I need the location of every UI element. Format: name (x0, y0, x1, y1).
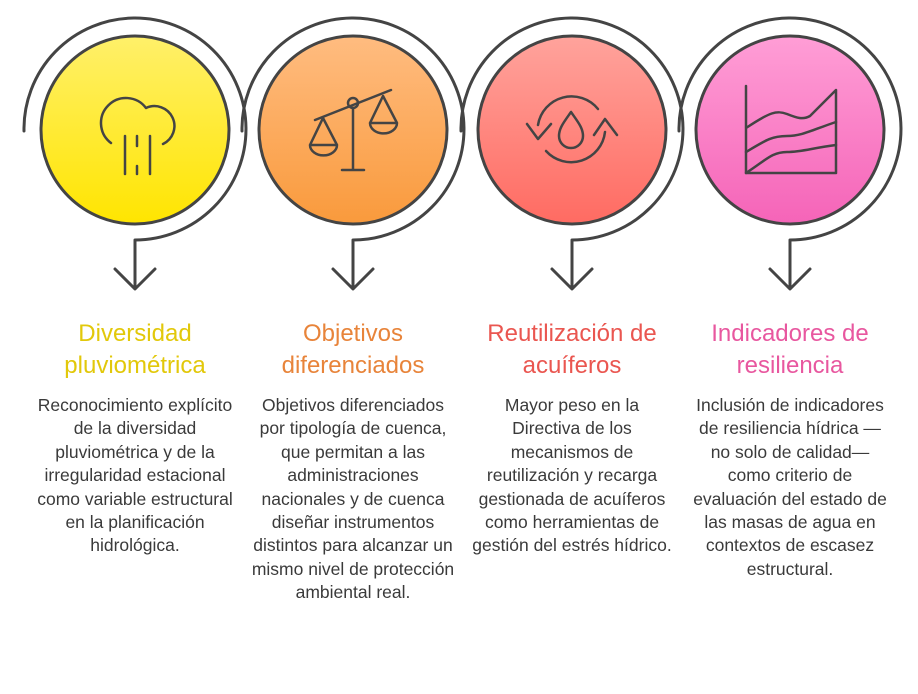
steps-graphic (22, 16, 903, 291)
area-chart-icon (744, 84, 838, 175)
step-1-text: Reconocimiento explícito de la diversida… (37, 395, 233, 556)
step-3-ring (459, 16, 685, 291)
step-2-ring (240, 16, 466, 291)
step-3-circle (476, 34, 668, 226)
step-2-title: Objetivos diferenciados (281, 320, 425, 379)
step-4-title: Indicadores de resiliencia (711, 320, 869, 379)
step-4-circle (694, 34, 886, 226)
step-4-text: Inclusión de indicadores de resiliencia … (693, 395, 887, 579)
step-3-title: Reutilización de acuíferos (487, 320, 657, 379)
step-1-title: Diversidad pluviométrica (64, 320, 206, 379)
step-2: Objetivos diferenciados Objetivos difere… (250, 318, 456, 605)
water-recycle-icon (525, 95, 619, 164)
step-1-circle (39, 34, 231, 226)
step-3-text: Mayor peso en la Directiva de los mecani… (472, 395, 672, 556)
cloud-rain-icon (99, 96, 176, 176)
step-2-text: Objetivos diferenciados por tipología de… (251, 395, 455, 603)
step-4-ring (677, 16, 903, 291)
step-4: Indicadores de resiliencia Inclusión de … (687, 318, 893, 581)
step-1-ring (22, 16, 248, 291)
step-3: Reutilización de acuíferos Mayor peso en… (469, 318, 675, 558)
balance-scale-icon (308, 88, 399, 172)
step-1: Diversidad pluviométrica Reconocimiento … (32, 318, 238, 558)
